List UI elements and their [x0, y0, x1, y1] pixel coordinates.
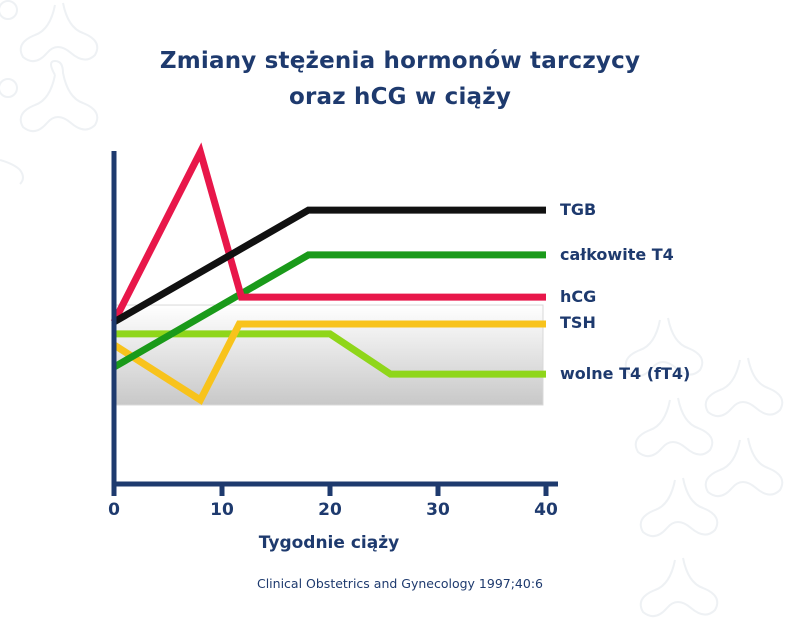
series-line-tgb — [112, 206, 546, 326]
series-line-ca-kowite-t4 — [112, 251, 546, 371]
legend-label: TGB — [560, 200, 597, 219]
legend-label: TSH — [560, 313, 596, 332]
legend-label: całkowite T4 — [560, 245, 674, 264]
legend-label: hCG — [560, 287, 597, 306]
chart-title-line2: oraz hCG w ciąży — [288, 84, 512, 110]
x-tick-label: 0 — [108, 500, 120, 520]
x-tick-label: 40 — [534, 500, 558, 520]
chart-title-line1: Zmiany stężenia hormonów tarczycy — [159, 48, 641, 74]
x-axis-label: Tygodnie ciąży — [258, 533, 400, 553]
series-line-hcg — [110, 142, 546, 324]
x-tick-label: 30 — [426, 500, 450, 520]
series-line-tsh — [112, 320, 546, 406]
chart-title: Zmiany stężenia hormonów tarczycy oraz h… — [0, 43, 800, 115]
series-line-wolne-t4-ft4- — [114, 330, 546, 378]
series-lines — [110, 142, 546, 406]
x-axis-tick-marks — [111, 484, 549, 496]
legend-label: wolne T4 (fT4) — [560, 364, 691, 383]
source-citation: Clinical Obstetrics and Gynecology 1997;… — [256, 576, 544, 591]
x-tick-label: 10 — [210, 500, 234, 520]
axes — [111, 151, 558, 496]
x-tick-label: 20 — [318, 500, 342, 520]
